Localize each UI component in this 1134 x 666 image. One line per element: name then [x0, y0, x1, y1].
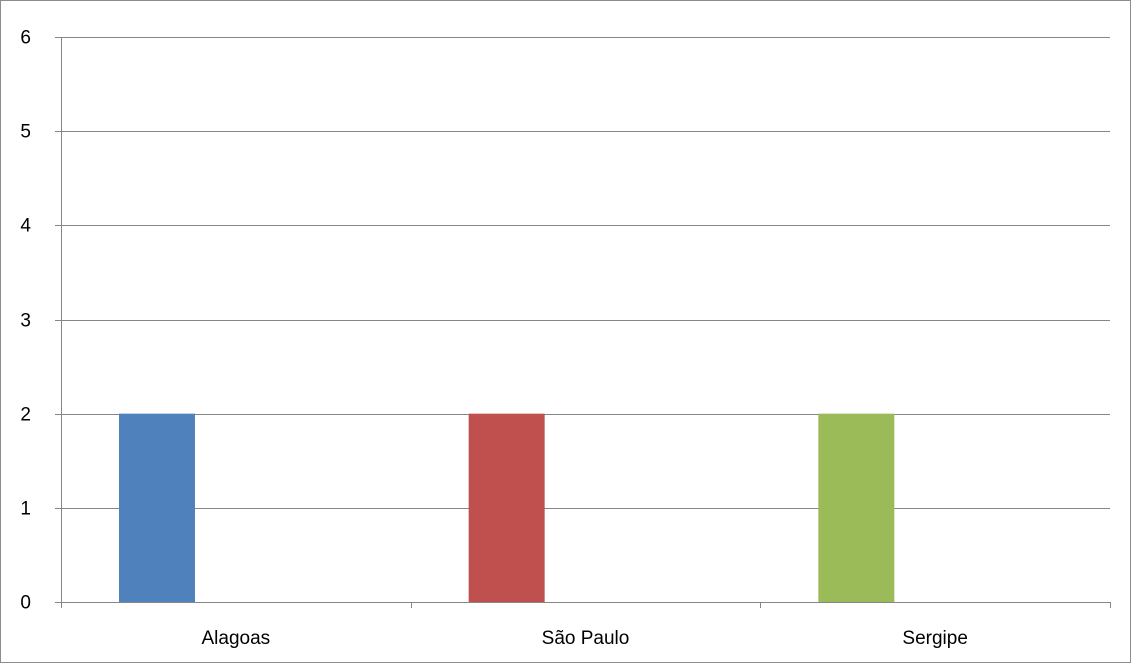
x-tick-label-s-o-paulo: São Paulo — [542, 628, 630, 649]
y-tick-label-4: 4 — [20, 216, 31, 237]
bar-s-o-paulo — [468, 413, 545, 602]
y-tick-label-2: 2 — [20, 405, 31, 426]
y-tick-label-1: 1 — [20, 499, 31, 520]
x-tick-label-alagoas: Alagoas — [201, 628, 270, 649]
y-tick-label-0: 0 — [20, 593, 31, 614]
x-axis — [61, 37, 1111, 608]
y-tick-label-3: 3 — [20, 311, 31, 332]
y-axis-ticks: 0 1 2 3 4 5 6 — [20, 28, 61, 614]
bars — [119, 413, 895, 602]
bar-alagoas — [119, 413, 195, 602]
x-tick-label-sergipe: Sergipe — [902, 628, 968, 649]
y-tick-label-5: 5 — [20, 122, 31, 143]
y-tick-label-6: 6 — [20, 28, 31, 49]
gridlines — [61, 37, 1110, 509]
x-axis-ticks: Alagoas São Paulo Sergipe — [201, 628, 967, 649]
bar-sergipe — [818, 413, 895, 602]
